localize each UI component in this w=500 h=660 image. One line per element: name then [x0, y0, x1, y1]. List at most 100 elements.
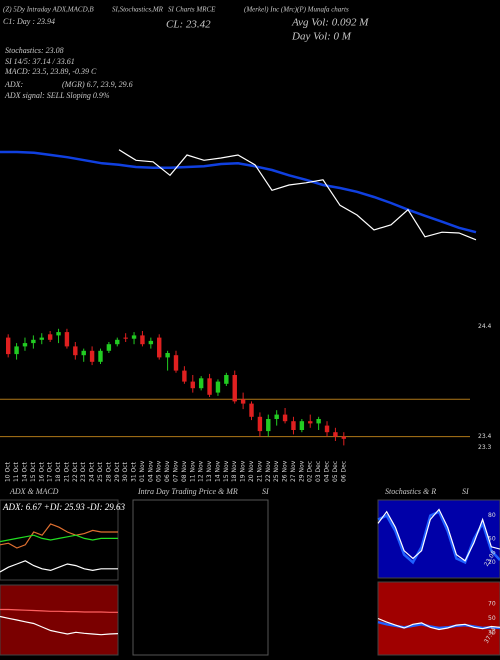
candle-body [98, 350, 103, 362]
candle-body [341, 436, 347, 439]
x-tick-label: 14 Nov [214, 460, 221, 482]
candle-body [182, 370, 187, 382]
series-line [0, 615, 119, 636]
candle-body [131, 335, 137, 339]
y-tick-label: 23.4 [478, 433, 492, 440]
series-line [0, 150, 477, 234]
y-tick-label: 70 [488, 600, 496, 607]
candle-body [22, 343, 28, 347]
candle-body [140, 335, 145, 345]
candle-body [56, 332, 61, 336]
x-tick-label: 07 Nov [173, 460, 180, 482]
x-tick-label: 19 Nov [240, 460, 247, 482]
x-tick-label: 04 Dec [324, 461, 331, 482]
candle-body [81, 350, 86, 356]
panel-bg [377, 581, 500, 656]
candle-body [257, 416, 263, 432]
series-line [0, 534, 118, 543]
x-tick-label: 29 Oct [114, 461, 121, 482]
header-text: (Merkel) Inc (Mrc)(P) Munafa charts [244, 6, 349, 14]
candle-body [47, 334, 53, 340]
series-line [118, 149, 477, 241]
candle-body [282, 414, 288, 422]
candle-body [173, 355, 179, 371]
candle-body [115, 339, 120, 345]
candle-body [240, 399, 246, 404]
x-tick-label: 25 Nov [273, 460, 280, 482]
header-text: SI Charts MRCE [168, 6, 216, 14]
candle-body [215, 381, 221, 393]
close-price: CL: 23.42 [166, 19, 211, 31]
candle-body [64, 332, 70, 347]
candle-body [106, 344, 112, 351]
x-tick-label: 22 Nov [265, 460, 272, 482]
y-tick-label: 24.4 [478, 323, 492, 330]
candle-body [198, 378, 204, 389]
panel-title: Stochastics & R [385, 487, 436, 496]
candle-body [299, 421, 305, 430]
candle-body [232, 375, 237, 402]
candle-body [157, 337, 162, 358]
x-tick-label: 04 Nov [147, 460, 154, 482]
x-tick-label: 26 Nov [282, 460, 289, 482]
panel-subtitle: ADX: 6.67 +DI: 25.93 -DI: 29.63 [2, 502, 126, 512]
series-line [377, 617, 500, 631]
day-price: C1: Day : 23.94 [3, 17, 55, 26]
x-tick-label: 27 Nov [290, 460, 297, 482]
x-tick-label: 30 Oct [122, 461, 129, 482]
avg-vol: Avg Vol: 0.092 M [291, 17, 369, 29]
x-tick-label: 06 Dec [340, 461, 347, 482]
intraday-panel [132, 499, 269, 656]
candle-body [39, 337, 44, 340]
candle-body [89, 350, 95, 362]
x-tick-label: 05 Dec [332, 461, 339, 482]
candle-body [14, 346, 19, 355]
y-tick-label: 80 [488, 512, 496, 519]
day-vol: Day Vol: 0 M [291, 31, 352, 43]
y-tick-label: 20 [488, 559, 496, 566]
x-tick-label: 18 Nov [231, 460, 238, 482]
x-tick-label: 29 Nov [298, 460, 305, 482]
adx-mgr: (MGR) 6.7, 23.9, 29.6 [62, 80, 133, 89]
panel-title: ADX & MACD [9, 487, 59, 496]
series-line [0, 608, 118, 613]
x-tick-label: 12 Nov [198, 460, 205, 482]
x-tick-label: 21 Oct [63, 461, 70, 482]
y-tick-label: 23.3 [478, 444, 492, 451]
si: SI 14/5: 37.14 / 33.61 [5, 57, 75, 66]
header-text: (Z) 5Dy Intraday ADX,MACD,B [3, 6, 94, 14]
panel-title: SI [462, 487, 469, 496]
x-tick-label: 13 Nov [206, 460, 213, 482]
x-tick-label: 06 Nov [164, 460, 171, 482]
x-tick-label: 31 Oct [131, 461, 138, 482]
x-tick-label: 02 Dec [307, 461, 314, 482]
x-tick-label: 23 Oct [80, 461, 87, 482]
x-tick-label: 22 Oct [72, 461, 79, 482]
candle-body [123, 337, 128, 339]
x-tick-label: 18 Oct [55, 461, 62, 482]
header-text: SI,Stochastics,MR [112, 6, 164, 14]
y-tick-label: 30 [488, 630, 496, 637]
candle-body [324, 425, 330, 433]
candle-body [207, 378, 212, 395]
y-tick-label: 50 [488, 536, 496, 543]
candle-body [73, 346, 78, 356]
candle-body [316, 419, 321, 424]
stochastics: Stochastics: 23.08 [5, 46, 64, 55]
adx: ADX: [4, 80, 24, 89]
series-line [0, 560, 118, 573]
x-tick-label: 16 Oct [38, 461, 45, 482]
x-tick-label: 15 Nov [223, 460, 230, 482]
x-tick-label: 08 Nov [181, 460, 188, 482]
adx-signal: ADX signal: SELL Sloping 0.9% [4, 91, 110, 100]
candle-body [148, 340, 154, 345]
candle-body [266, 419, 271, 432]
candle-body [333, 432, 338, 437]
candle-body [165, 353, 170, 358]
series-line [377, 508, 500, 562]
x-tick-label: 10 Oct [5, 461, 12, 482]
x-tick-label: 17 Oct [47, 461, 54, 482]
x-tick-label: 21 Nov [256, 460, 263, 482]
candle-body [5, 337, 11, 355]
